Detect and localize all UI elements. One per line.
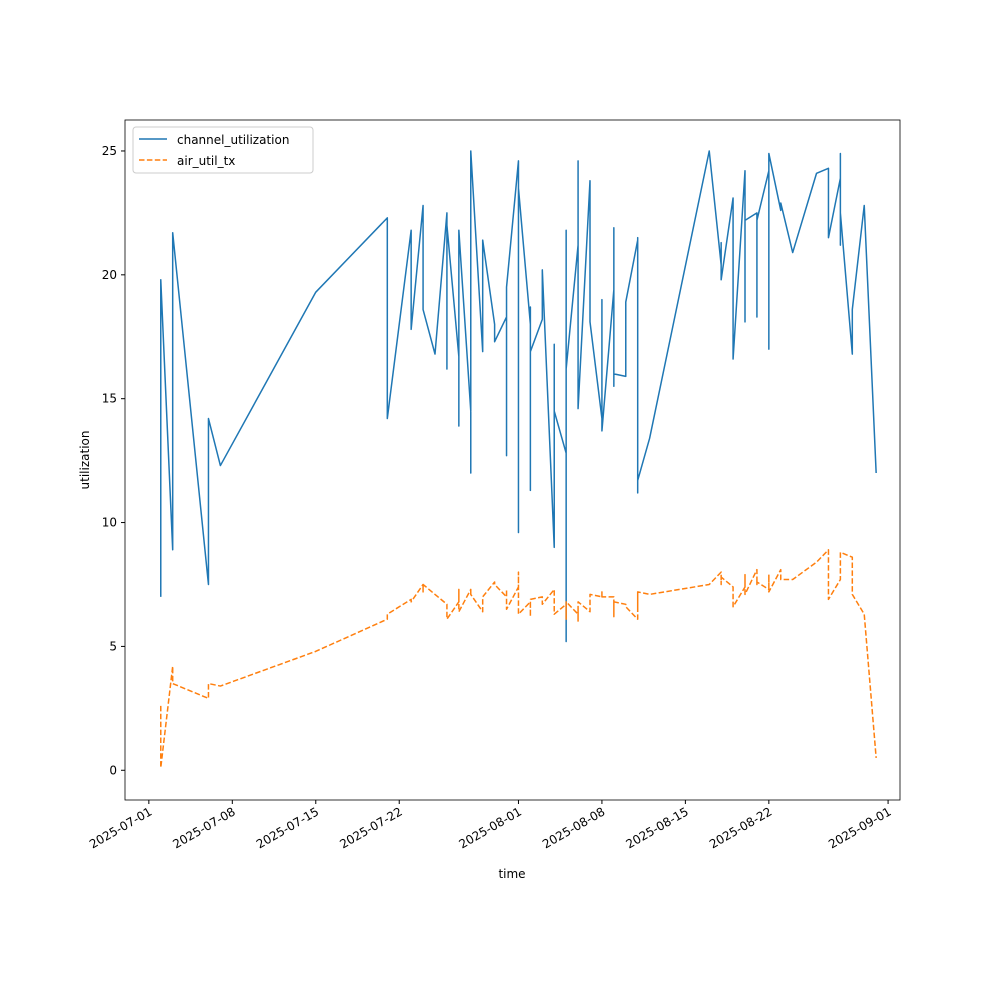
x-tick-label: 2025-08-08 (540, 804, 607, 851)
y-tick-label: 25 (102, 144, 117, 158)
legend-label: air_util_tx (177, 154, 235, 168)
plot-frame (124, 119, 901, 801)
y-tick-label: 5 (109, 639, 117, 653)
y-tick-label: 10 (102, 516, 117, 530)
x-tick-label: 2025-07-08 (170, 804, 237, 851)
x-tick-label: 2025-09-01 (826, 804, 893, 851)
x-tick-label: 2025-08-15 (623, 804, 690, 851)
x-tick-label: 2025-08-01 (457, 804, 524, 851)
x-tick-label: 2025-07-01 (87, 804, 154, 851)
y-tick-label: 15 (102, 392, 117, 406)
y-tick-label: 20 (102, 268, 117, 282)
x-tick-label: 2025-08-22 (707, 804, 774, 851)
y-axis-label: utilization (78, 431, 92, 490)
legend-box (132, 126, 314, 174)
plot-area (125, 120, 900, 800)
y-tick-label: 0 (109, 763, 117, 777)
legend-label: channel_utilization (177, 133, 289, 147)
x-axis-label: time (498, 867, 525, 881)
x-tick-label: 2025-07-22 (337, 804, 404, 851)
series-line (160, 549, 877, 769)
series-line (160, 150, 877, 643)
x-tick-label: 2025-07-15 (254, 804, 321, 851)
